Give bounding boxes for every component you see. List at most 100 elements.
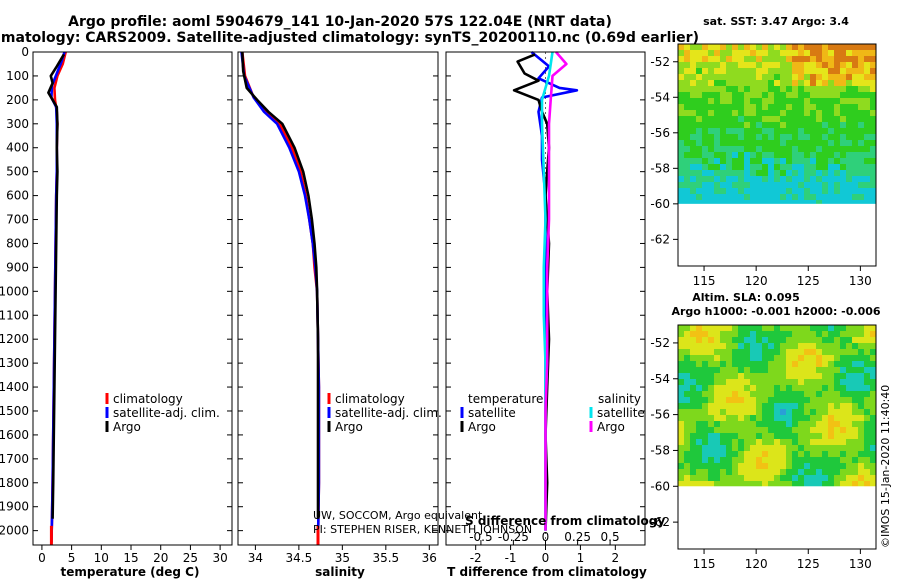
heatmap-cell [798, 433, 804, 439]
heatmap-cell [810, 44, 816, 50]
heatmap-cell [684, 128, 690, 134]
heatmap-cell [702, 80, 708, 86]
heatmap-cell [828, 331, 834, 337]
heatmap-cell [690, 98, 696, 104]
heatmap-cell [792, 337, 798, 343]
heatmap-cell [864, 146, 870, 152]
heatmap-cell [744, 80, 750, 86]
heatmap-cell [720, 98, 726, 104]
heatmap-cell [786, 152, 792, 158]
heatmap-cell [810, 152, 816, 158]
heatmap-cell [822, 152, 828, 158]
lat-tick-label: -62 [650, 232, 670, 246]
lon-tick-label: 120 [745, 557, 768, 571]
heatmap-cell [792, 68, 798, 74]
heatmap-cell [810, 98, 816, 104]
heatmap-cell [750, 415, 756, 421]
heatmap-cell [690, 379, 696, 385]
heatmap-cell [864, 68, 870, 74]
heatmap-cell [774, 182, 780, 188]
heatmap-cell [792, 361, 798, 367]
heatmap-cell [816, 391, 822, 397]
heatmap-cell [744, 355, 750, 361]
heatmap-cell [714, 104, 720, 110]
heatmap-cell [822, 188, 828, 194]
heatmap-cell [732, 331, 738, 337]
heatmap-cell [846, 146, 852, 152]
heatmap-cell [720, 68, 726, 74]
heatmap-cell [804, 403, 810, 409]
heatmap-cell [810, 337, 816, 343]
heatmap-cell [816, 337, 822, 343]
heatmap-cell [750, 457, 756, 463]
x-tick-label: 36 [422, 551, 437, 565]
heatmap-cell [858, 385, 864, 391]
heatmap-cell [810, 146, 816, 152]
heatmap-cell [786, 397, 792, 403]
heatmap-cell [768, 200, 774, 204]
heatmap-cell [684, 134, 690, 140]
heatmap-cell [816, 146, 822, 152]
heatmap-cell [714, 481, 720, 487]
heatmap-cell [720, 469, 726, 475]
heatmap-cell [870, 355, 876, 361]
heatmap-cell [858, 92, 864, 98]
heatmap-cell [732, 92, 738, 98]
heatmap-cell [834, 134, 840, 140]
heatmap-cell [768, 146, 774, 152]
heatmap-cell [696, 116, 702, 122]
heatmap-cell [690, 158, 696, 164]
heatmap-cell [762, 188, 768, 194]
heatmap-cell [834, 403, 840, 409]
heatmap-cell [864, 50, 870, 56]
heatmap-cell [822, 475, 828, 481]
heatmap-cell [780, 421, 786, 427]
heatmap-cell [834, 92, 840, 98]
heatmap-cell [840, 391, 846, 397]
heatmap-cell [804, 98, 810, 104]
heatmap-cell [828, 56, 834, 62]
heatmap-cell [732, 403, 738, 409]
heatmap-cell [738, 104, 744, 110]
heatmap-cell [756, 116, 762, 122]
heatmap-cell [708, 397, 714, 403]
heatmap-cell [870, 158, 876, 164]
heatmap-cell [822, 68, 828, 74]
heatmap-cell [774, 200, 780, 204]
heatmap-cell [684, 104, 690, 110]
heatmap-cell [738, 415, 744, 421]
heatmap-cell [744, 343, 750, 349]
heatmap-cell [792, 421, 798, 427]
heatmap-cell [738, 62, 744, 68]
heatmap-cell [744, 469, 750, 475]
heatmap-cell [720, 481, 726, 487]
heatmap-cell [720, 44, 726, 50]
heatmap-cell [852, 80, 858, 86]
heatmap-cell [702, 397, 708, 403]
heatmap-cell [744, 457, 750, 463]
heatmap-cell [870, 439, 876, 445]
lat-tick-label: -56 [650, 408, 670, 422]
heatmap-cell [684, 200, 690, 204]
heatmap-cell [684, 373, 690, 379]
heatmap-cell [774, 80, 780, 86]
heatmap-cell [792, 445, 798, 451]
heatmap-cell [774, 116, 780, 122]
heatmap-cell [846, 445, 852, 451]
heatmap-cell [834, 409, 840, 415]
heatmap-cell [732, 182, 738, 188]
heatmap-cell [738, 421, 744, 427]
heatmap-cell [864, 385, 870, 391]
heatmap-cell [810, 128, 816, 134]
heatmap-cell [846, 188, 852, 194]
heatmap-cell [744, 164, 750, 170]
heatmap-cell [864, 415, 870, 421]
heatmap-cell [786, 128, 792, 134]
lon-tick-label: 120 [745, 274, 768, 288]
heatmap-cell [678, 74, 684, 80]
heatmap-cell [720, 86, 726, 92]
heatmap-cell [720, 415, 726, 421]
heatmap-cell [792, 128, 798, 134]
heatmap-cell [720, 337, 726, 343]
heatmap-cell [744, 50, 750, 56]
